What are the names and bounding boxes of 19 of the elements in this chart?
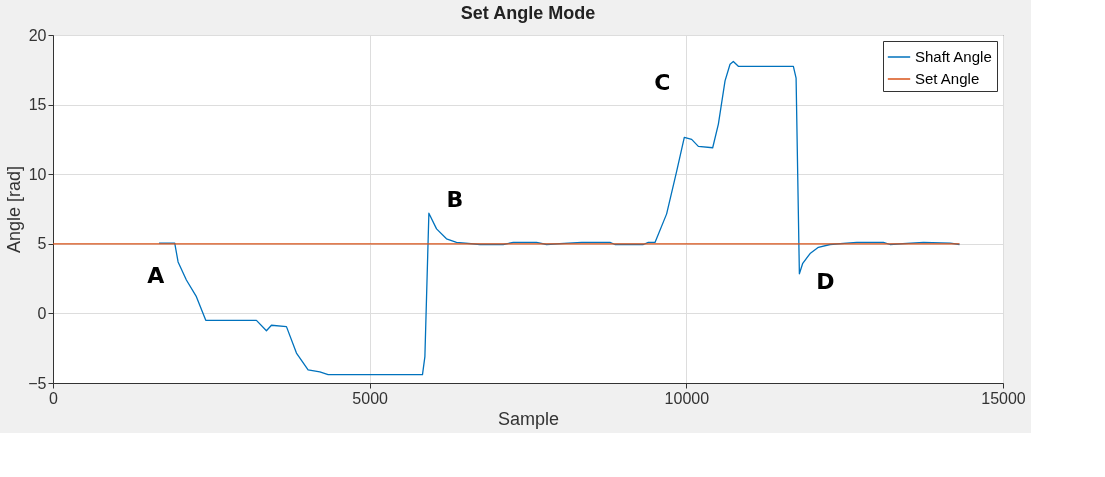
x-tick-label: 0 — [49, 389, 59, 407]
y-tick-label: 20 — [28, 26, 47, 44]
y-tick-label: −5 — [28, 374, 47, 392]
x-axis-title: Sample — [497, 408, 560, 429]
y-axis-title: Angle [rad] — [4, 165, 25, 254]
y-tick-label: 5 — [37, 235, 47, 253]
y-tick-label: 0 — [37, 304, 47, 322]
annotation: D — [816, 268, 835, 294]
y-tick-label: 10 — [28, 165, 47, 183]
x-tick-label: 10000 — [664, 389, 710, 407]
annotation: C — [654, 70, 671, 96]
x-tick-label: 5000 — [352, 389, 389, 407]
y-tick-label: 15 — [28, 96, 47, 114]
legend-label: Shaft Angle — [915, 48, 992, 65]
legend-label: Set Angle — [915, 70, 980, 87]
x-tick-label: 15000 — [981, 389, 1026, 407]
annotation: A — [147, 263, 165, 289]
annotation: B — [446, 187, 464, 213]
chart-title: Set Angle Mode — [460, 3, 596, 23]
